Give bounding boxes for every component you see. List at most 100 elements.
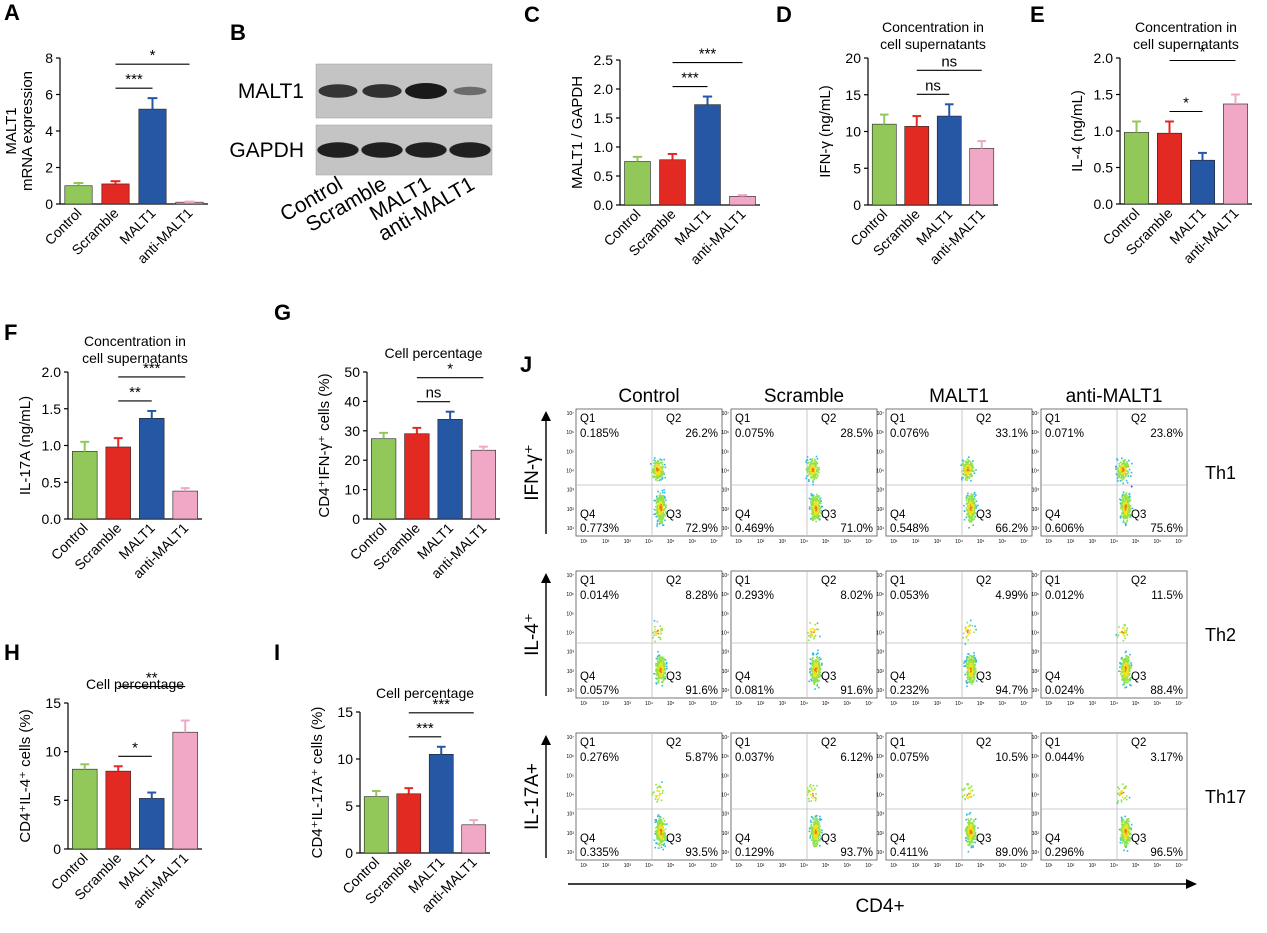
event-dot xyxy=(966,510,969,512)
event-dot xyxy=(1123,631,1126,633)
quadrant-q1-value: 0.075% xyxy=(890,752,929,764)
y-tick-label: 10 xyxy=(45,744,61,760)
quadrant-q3-value: 96.5% xyxy=(1150,847,1183,859)
chart-subtitle: cell supernatants xyxy=(1133,36,1239,52)
quadrant-q4-value: 0.469% xyxy=(735,523,774,535)
event-dot xyxy=(1124,786,1126,788)
event-dot xyxy=(658,514,660,516)
event-dot xyxy=(1119,467,1122,470)
event-dot xyxy=(1128,506,1131,509)
event-dot xyxy=(661,676,664,679)
event-dot xyxy=(818,669,820,672)
y-tick-label: 2.0 xyxy=(1094,50,1114,66)
event-dot xyxy=(965,839,967,842)
x-tick-label: 10⁷ xyxy=(865,863,873,869)
quadrant-q4-value: 0.411% xyxy=(890,847,928,859)
quadrant-q2-label: Q2 xyxy=(1131,413,1146,425)
y-tick-label: 0 xyxy=(45,196,53,212)
event-dot xyxy=(967,838,969,841)
event-dot xyxy=(656,666,659,668)
bar-chart-c: 0.00.51.01.52.02.5ControlScrambleMALT1an… xyxy=(569,46,760,268)
event-dot xyxy=(662,512,665,515)
event-dot xyxy=(1127,667,1130,669)
event-dot xyxy=(973,670,975,672)
y-tick-label: 10⁶ xyxy=(876,430,884,436)
event-dot xyxy=(657,476,659,478)
event-dot xyxy=(811,677,813,680)
event-dot xyxy=(661,477,664,480)
event-dot xyxy=(1120,498,1123,501)
event-dot xyxy=(967,850,970,853)
y-tick-label: 10⁶ xyxy=(876,592,884,598)
event-dot xyxy=(1126,517,1129,519)
event-dot xyxy=(808,506,811,508)
quadrant-q1-value: 0.044% xyxy=(1045,752,1084,764)
x-tick-label: 10³ xyxy=(934,863,942,869)
event-dot xyxy=(967,826,970,829)
event-dot xyxy=(811,831,814,834)
quadrant-q4-label: Q4 xyxy=(890,509,906,521)
event-dot xyxy=(808,789,810,792)
event-dot xyxy=(817,657,819,660)
event-dot xyxy=(661,627,663,630)
x-tick-label: 10⁶ xyxy=(689,863,697,869)
event-dot xyxy=(971,497,974,500)
event-dot xyxy=(967,831,970,834)
event-dot xyxy=(1122,500,1125,503)
event-dot xyxy=(1125,785,1127,788)
event-dot xyxy=(812,794,815,797)
event-dot xyxy=(1125,468,1127,471)
quadrant-q3-label: Q3 xyxy=(666,509,681,521)
event-dot xyxy=(653,462,655,465)
event-dot xyxy=(817,499,820,502)
event-dot xyxy=(652,470,654,473)
event-dot xyxy=(663,672,666,675)
y-tick-label: 10⁴ xyxy=(1031,631,1039,637)
event-dot xyxy=(1127,678,1130,681)
event-dot xyxy=(656,620,659,623)
event-dot xyxy=(1124,467,1127,470)
event-dot xyxy=(814,661,817,663)
event-dot xyxy=(1129,666,1131,669)
event-dot xyxy=(812,515,815,518)
y-tick-label: 0.0 xyxy=(42,511,62,527)
event-dot xyxy=(815,508,818,511)
event-dot xyxy=(1123,659,1126,661)
event-dot xyxy=(1124,674,1126,676)
event-dot xyxy=(971,663,973,666)
event-dot xyxy=(655,509,657,512)
event-dot xyxy=(657,490,659,493)
event-dot xyxy=(1121,479,1123,482)
y-tick-label: 10¹ xyxy=(877,688,885,694)
event-dot xyxy=(653,499,656,502)
event-dot xyxy=(659,498,662,501)
event-dot xyxy=(971,838,973,841)
event-dot xyxy=(817,828,820,831)
event-dot xyxy=(819,815,821,818)
event-dot xyxy=(1120,838,1123,840)
event-dot xyxy=(967,822,969,824)
event-dot xyxy=(662,517,665,519)
event-dot xyxy=(964,627,967,630)
event-dot xyxy=(657,675,660,678)
event-dot xyxy=(660,822,662,825)
event-dot xyxy=(1126,664,1128,666)
event-dot xyxy=(810,468,813,470)
significance-label: ns xyxy=(426,385,442,402)
event-dot xyxy=(810,667,812,669)
event-dot xyxy=(654,459,657,462)
event-dot xyxy=(966,475,968,478)
event-dot xyxy=(970,516,972,518)
event-dot xyxy=(1120,829,1122,831)
event-dot xyxy=(966,827,969,829)
event-dot xyxy=(813,845,816,848)
event-dot xyxy=(820,658,822,660)
event-dot xyxy=(810,678,812,681)
event-dot xyxy=(818,671,820,674)
event-dot xyxy=(968,501,970,503)
event-dot xyxy=(969,836,972,839)
event-dot xyxy=(817,835,819,838)
flow-column-label: MALT1 xyxy=(929,386,989,407)
event-dot xyxy=(665,665,668,668)
event-dot xyxy=(967,639,970,641)
